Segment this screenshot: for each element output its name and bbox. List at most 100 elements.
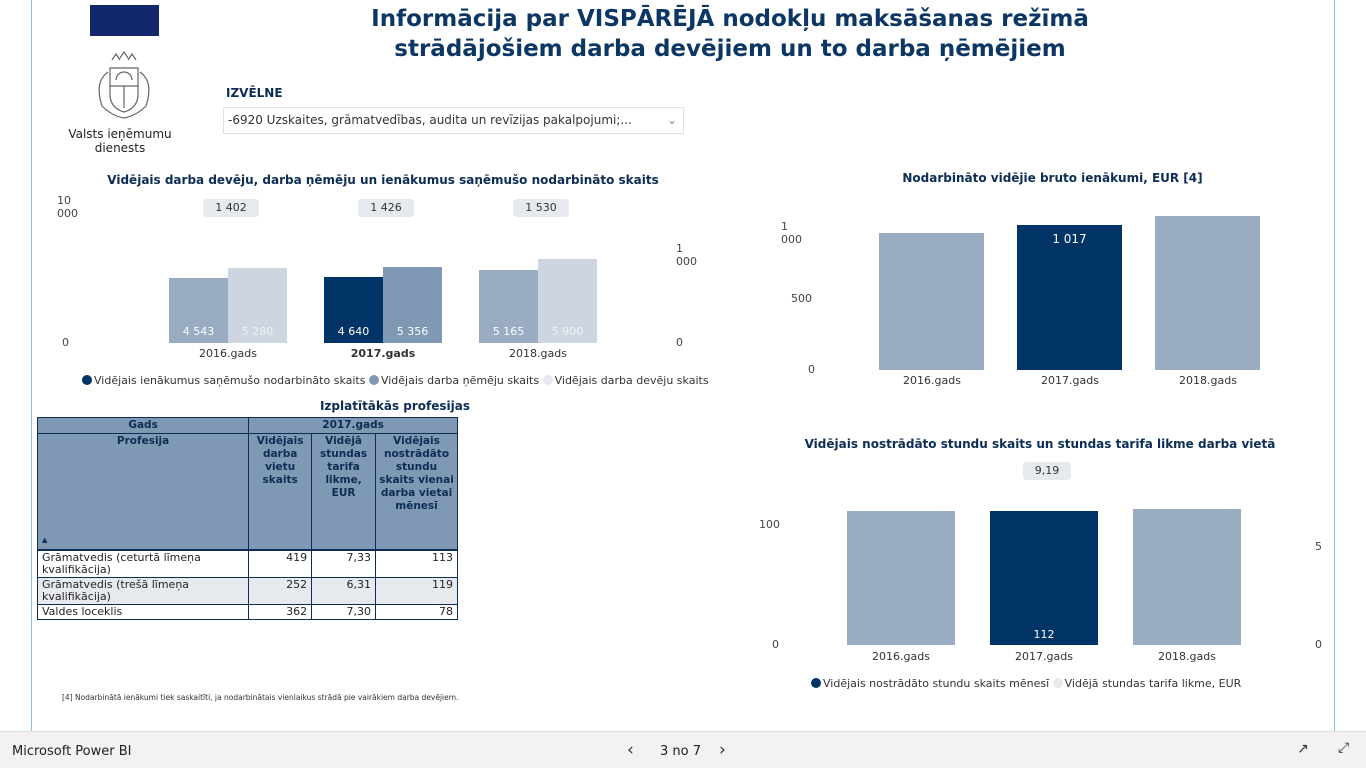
y-tick: 1 000 <box>781 220 802 246</box>
y-tick: 0 <box>62 336 69 349</box>
chart3-title: Vidējais nostrādāto stundu skaits un stu… <box>804 437 1276 451</box>
dropdown-value: -6920 Uzskaites, grāmatvedības, audita u… <box>228 113 632 127</box>
table-title: Izplatītākās profesijas <box>319 399 471 413</box>
legend-dot-icon <box>1052 678 1063 688</box>
table-row[interactable]: Grāmatvedis (ceturtā līmeņa kvalifikācij… <box>36 549 458 578</box>
y-tick: 100 <box>759 518 780 531</box>
bar-label: 5 900 <box>551 325 584 338</box>
bar-label: 5 165 <box>492 325 525 338</box>
x-tick: 2016.gads <box>872 650 930 663</box>
year-header: Gads <box>36 417 250 434</box>
y-tick: 10 000 <box>57 194 78 220</box>
title-line-2: strādājošiem darba devējiem un to darba … <box>394 36 1066 62</box>
col-header-profession[interactable]: Profesija ▲ <box>36 433 250 550</box>
chart3-legend: Vidējais nostrādāto stundu skaits mēnesī… <box>811 677 1241 690</box>
legend-label: Vidējais darba ņēmēju skaits <box>380 374 540 387</box>
cell: 78 <box>375 603 458 620</box>
cell: 113 <box>375 549 458 578</box>
bar <box>879 233 984 370</box>
powerbi-footer: Microsoft Power BI ‹ 3 no 7 › ↗ ⤢ <box>0 731 1366 768</box>
table-row[interactable]: Grāmatvedis (trešā līmeņa kvalifikācija)… <box>36 576 458 605</box>
legend-label: Vidējais darba devēju skaits <box>554 374 709 387</box>
cell-profession: Valdes loceklis <box>36 603 250 620</box>
legend-item[interactable]: Vidējais darba devēju skaits <box>542 374 709 387</box>
report-canvas <box>31 0 1335 731</box>
line-point-label: 1 426 <box>358 199 414 217</box>
legend-item[interactable]: Vidējais nostrādāto stundu skaits mēnesī <box>811 677 1049 690</box>
y2-tick: 0 <box>1315 638 1322 651</box>
y-tick: 0 <box>808 363 815 376</box>
coat-of-arms-logo <box>98 50 150 119</box>
bar-label: 4 640 <box>337 325 370 338</box>
line-point-label: 1 530 <box>513 199 569 217</box>
sort-ascending-icon[interactable]: ▲ <box>42 535 48 544</box>
cell: 362 <box>248 603 313 620</box>
flag-logo <box>90 5 159 36</box>
x-tick: 2018.gads <box>509 347 567 360</box>
bar <box>1133 509 1241 645</box>
next-page-icon[interactable]: › <box>719 740 726 760</box>
bar <box>1155 215 1260 370</box>
y2-tick: 0 <box>676 336 683 349</box>
app-name: Microsoft Power BI <box>12 744 132 759</box>
cell: 7,33 <box>311 549 377 578</box>
col-header[interactable]: Vidējais nostrādāto stundu skaits vienai… <box>375 433 458 550</box>
cell-profession: Grāmatvedis (trešā līmeņa kvalifikācija) <box>36 576 250 605</box>
legend-item[interactable]: Vidējais ienākumus saņēmušo nodarbināto … <box>82 374 365 387</box>
legend-dot-icon <box>368 375 379 385</box>
cell-profession: Grāmatvedis (ceturtā līmeņa kvalifikācij… <box>36 549 250 578</box>
x-tick: 2017.gads <box>1015 650 1073 663</box>
x-tick: 2018.gads <box>1158 650 1216 663</box>
col-header[interactable]: Vidējais darba vietu skaits <box>248 433 313 550</box>
x-tick: 2017.gads <box>350 347 416 360</box>
bar <box>847 510 955 645</box>
bar <box>479 269 538 343</box>
legend-item[interactable]: Vidējā stundas tarifa likme, EUR <box>1052 677 1242 690</box>
x-tick: 2018.gads <box>1179 374 1237 387</box>
chart1-title: Vidējais darba devēju, darba ņēmēju un i… <box>107 173 659 187</box>
cell: 7,30 <box>311 603 377 620</box>
chart1-legend: Vidējais ienākumus saņēmušo nodarbināto … <box>82 374 709 387</box>
table-row[interactable]: Valdes loceklis 362 7,30 78 <box>36 603 458 620</box>
bar <box>1017 224 1122 370</box>
legend-dot-icon <box>542 375 553 385</box>
bar <box>383 266 442 343</box>
page-indicator: 3 no 7 <box>660 744 701 759</box>
chevron-down-icon[interactable]: ⌄ <box>666 113 677 127</box>
bar <box>538 259 597 343</box>
y2-tick: 5 <box>1315 540 1322 553</box>
line-point-label: 1 402 <box>203 199 259 217</box>
x-tick: 2017.gads <box>1041 374 1099 387</box>
cell: 119 <box>375 576 458 605</box>
y-tick: 500 <box>791 291 812 305</box>
bar-label: 112 <box>1033 628 1055 641</box>
bar-label: 5 280 <box>241 325 274 338</box>
col-header[interactable]: Vidējā stundas tarifa likme, EUR <box>311 433 377 550</box>
bar-label: 5 356 <box>396 325 429 338</box>
x-tick: 2016.gads <box>903 374 961 387</box>
title-line-1: Informācija par VISPĀRĒJĀ nodokļu maksāš… <box>371 6 1089 32</box>
x-tick: 2016.gads <box>199 347 257 360</box>
cell: 6,31 <box>311 576 377 605</box>
page-title: Informācija par VISPĀRĒJĀ nodokļu maksāš… <box>300 4 1160 64</box>
share-icon[interactable]: ↗ <box>1297 741 1309 757</box>
previous-page-icon[interactable]: ‹ <box>627 740 634 760</box>
legend-dot-icon <box>82 375 92 385</box>
chart2-title: Nodarbināto vidējie bruto ienākumi, EUR … <box>902 171 1203 185</box>
bar <box>228 268 287 343</box>
bar <box>169 278 228 343</box>
legend-label: Vidējā stundas tarifa likme, EUR <box>1064 677 1242 690</box>
y-tick: 0 <box>772 638 779 651</box>
logo-text: dienests <box>94 141 146 155</box>
exit-fullscreen-icon[interactable]: ⤢ <box>1338 740 1350 756</box>
logo-text: Valsts ieņēmumu <box>68 127 172 141</box>
industry-dropdown[interactable]: -6920 Uzskaites, grāmatvedības, audita u… <box>223 107 684 134</box>
bar-label: 4 543 <box>182 325 215 338</box>
legend-dot-icon <box>811 678 821 688</box>
line-point-label: 9,19 <box>1023 462 1071 480</box>
professions-table: Gads 2017.gads Profesija ▲ Vidējais darba … <box>36 417 458 620</box>
legend-label: Vidējais ienākumus saņēmušo nodarbināto … <box>94 374 366 387</box>
bar <box>990 510 1098 645</box>
legend-item[interactable]: Vidējais darba ņēmēju skaits <box>368 374 540 387</box>
footnote: [4] Nodarbinātā ienākumi tiek saskaitīti… <box>62 693 459 702</box>
